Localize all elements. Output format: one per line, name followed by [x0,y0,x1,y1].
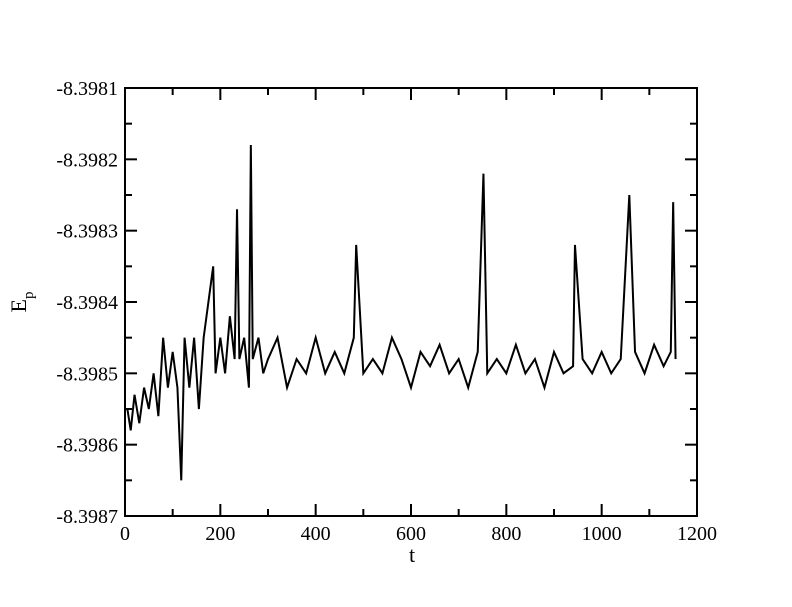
x-tick-label: 800 [491,523,521,545]
x-tick-label: 1000 [582,523,622,545]
y-axis-title-subscript: p [21,292,37,300]
x-axis-title: t [409,542,415,567]
x-tick-label: 400 [301,523,331,545]
tick-label-layer: 0 200 400 600 800 1000 1200 -8.3981 -8.3982 -8.39… [56,78,717,545]
x-tick-label: 0 [120,523,130,545]
x-tick-label: 600 [396,523,426,545]
svg-text:Ep: Ep [6,292,37,313]
y-tick-label: -8.3986 [56,435,118,457]
y-tick-label: -8.3987 [56,506,118,528]
x-tick-label: 200 [205,523,235,545]
series-layer [126,145,677,481]
y-tick-label: -8.3983 [56,221,118,243]
series-line-0 [126,145,677,481]
y-axis-title: Ep [6,292,37,313]
y-tick-label: -8.3984 [56,292,118,314]
x-tick-label: 1200 [677,523,717,545]
y-axis-title-main: E [6,299,31,312]
y-tick-label: -8.3982 [56,149,118,171]
y-tick-label: -8.3985 [56,363,118,385]
y-tick-label: -8.3981 [56,78,118,100]
tick-layer [124,87,698,517]
